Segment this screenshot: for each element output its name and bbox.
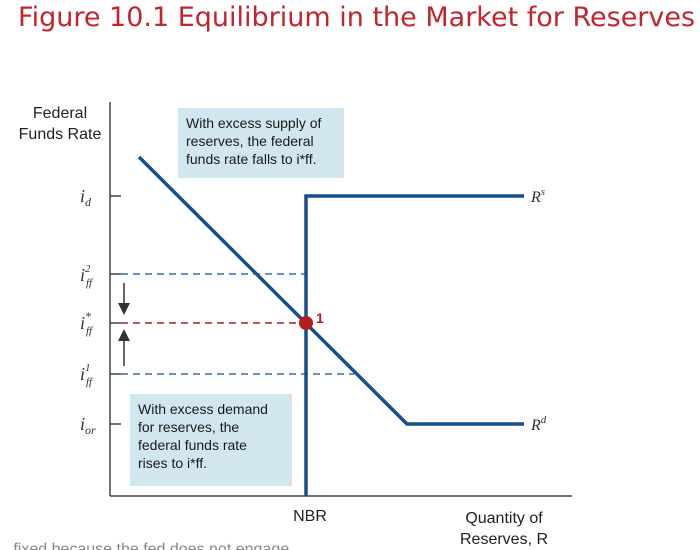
note-line: With excess supply of [186,115,322,131]
tick-label-sup: 2 [85,263,91,275]
y-axis-label: Federal Funds Rate [10,103,110,145]
equilibrium-point [299,316,313,330]
supply-curve [304,194,524,496]
tick-label-sub: ff [86,325,94,337]
note-line: for reserves, the [138,419,240,435]
curve-label-base: R [530,189,541,206]
tick-label-ior: ior [80,414,96,437]
excess-supply-note: With excess supply of reserves, the fede… [178,108,344,178]
tick-label-iff2: i2 ff [80,263,94,289]
note-line: With excess demand [138,401,268,417]
tick-label-base: i [80,186,85,206]
x-axis-label: Quantity of Reserves, R [448,508,560,550]
cropped-footer-text: ...fixed because the fed does not engage… [0,541,303,550]
demand-curve-label: Rd [530,414,547,434]
tick-label-base: i [80,265,85,285]
excess-demand-note: With excess demand for reserves, the fed… [130,394,292,486]
tick-label-iff1: i1 ff [80,362,94,388]
demand-curve [137,155,524,426]
x-axis-label-line: Quantity of [465,510,543,527]
note-line: funds rate falls to i*ff. [186,151,317,167]
x-tick-nbr: NBR [293,508,327,525]
tick-label-base: i [80,364,85,384]
tick-label-sup: 1 [85,362,91,374]
supply-curve-label: Rs [530,186,545,206]
tick-label-sup: * [85,309,91,323]
curve-label-sup: d [541,414,547,426]
tick-label-base: i [80,414,85,434]
curve-label-sup: s [541,186,545,198]
tick-label-sub: or [85,423,96,437]
tick-label-id: id [80,186,92,209]
tick-label-sub: ff [86,277,94,289]
tick-label-sub: d [85,195,92,209]
figure-title: Figure 10.1 Equilibrium in the Market fo… [18,2,696,33]
tick-label-base: i [80,313,85,333]
x-axis-label-line: Reserves, R [459,531,549,548]
tick-label-sub: ff [86,376,94,388]
curve-label-base: R [530,417,541,434]
y-axis-label-line: Funds Rate [18,126,102,143]
note-line: rises to i*ff. [138,455,207,471]
note-line: reserves, the federal [186,133,314,149]
y-axis-label-line: Federal [32,105,88,122]
tick-label-iffstar: i* ff [80,309,94,337]
equilibrium-label: 1 [316,310,324,326]
note-line: federal funds rate [138,437,247,453]
